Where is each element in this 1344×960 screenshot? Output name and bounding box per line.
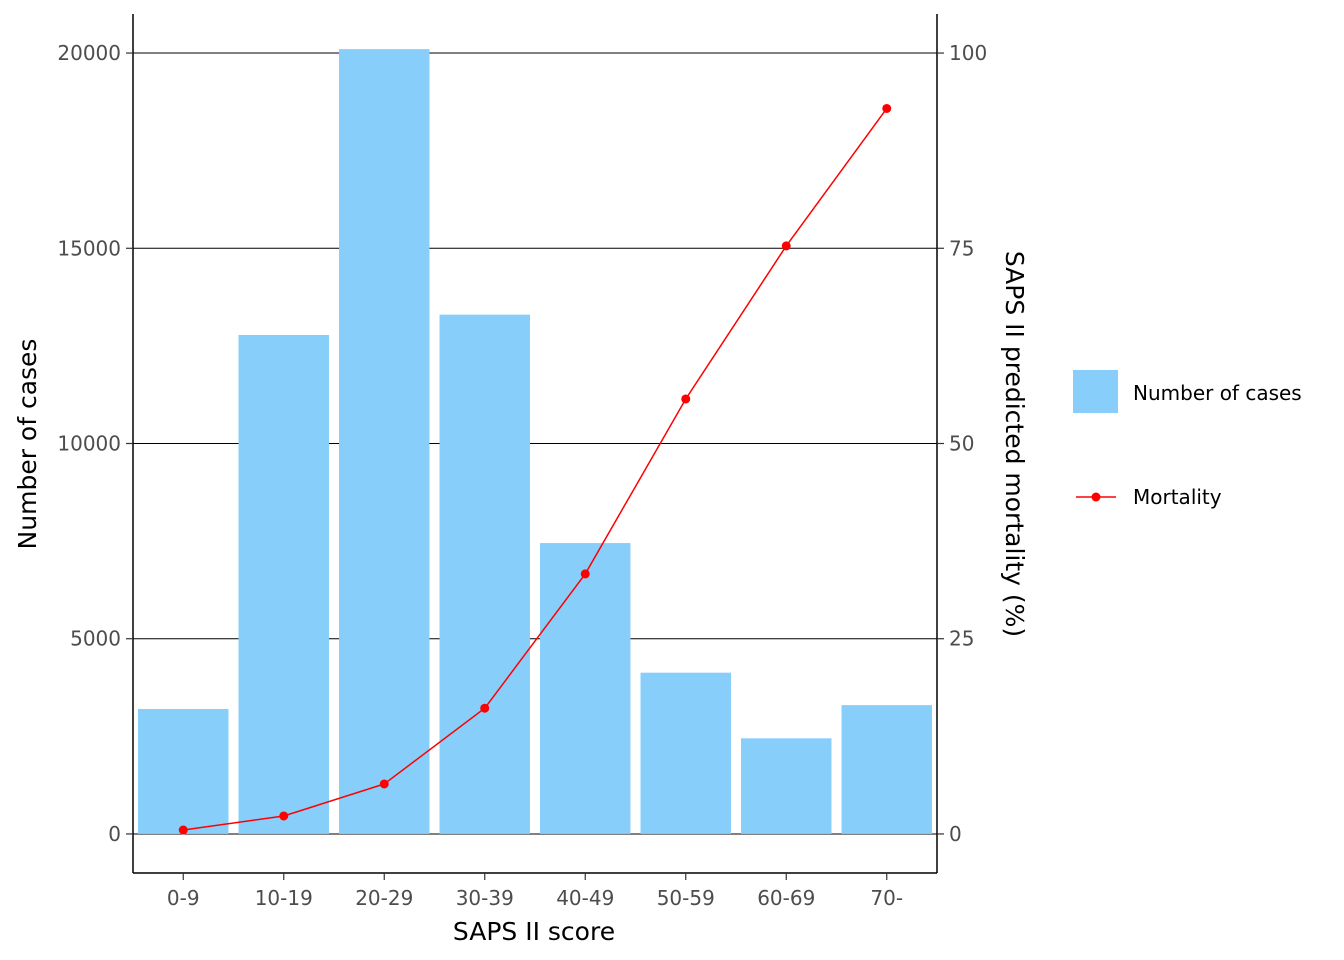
x-tick-label-20-29: 20-29	[355, 886, 413, 910]
bar-40-49	[540, 543, 631, 834]
x-tick-label-10-19: 10-19	[255, 886, 313, 910]
y-tick-label-left: 10000	[57, 432, 121, 456]
legend-label-number-of-cases: Number of cases	[1133, 381, 1302, 405]
bar-20-29	[339, 49, 430, 834]
legend-key-number-of-cases	[1073, 370, 1118, 413]
axes	[126, 14, 944, 880]
mortality-polyline	[183, 108, 888, 831]
x-axis-title: SAPS II score	[453, 917, 615, 946]
mortality-point-20-29	[379, 779, 389, 789]
y-tick-label-right: 75	[949, 236, 974, 260]
x-tick-label-30-39: 30-39	[456, 886, 514, 910]
bar-70-	[841, 705, 932, 834]
tick-labels: 0 5000 10000 15000 20000 0 25 50 75 100 0-9 10-19 20…	[57, 41, 987, 910]
bar-30-39	[439, 314, 530, 834]
y-tick-label-left: 0	[108, 822, 121, 846]
mortality-point-40-49	[580, 569, 590, 579]
bar-10-19	[238, 334, 329, 834]
mortality-point-0-9	[178, 825, 188, 835]
y-tick-label-right: 50	[949, 432, 974, 456]
x-tick-label-60-69: 60-69	[757, 886, 815, 910]
legend-label-mortality: Mortality	[1133, 485, 1222, 509]
mortality-line	[178, 103, 892, 835]
mortality-point-60-69	[781, 241, 791, 251]
y-tick-label-left: 15000	[57, 236, 121, 260]
y-axis-title-right: SAPS II predicted mortality (%)	[1000, 251, 1029, 637]
x-tick-label-40-49: 40-49	[556, 886, 614, 910]
y-tick-label-right: 100	[949, 41, 987, 65]
bars-number-of-cases	[138, 49, 932, 834]
y-tick-label-right: 0	[949, 822, 962, 846]
bar-50-59	[640, 672, 731, 834]
x-tick-label-0-9: 0-9	[167, 886, 200, 910]
x-tick-label-70-: 70-	[870, 886, 903, 910]
mortality-point-10-19	[279, 811, 289, 821]
x-tick-label-50-59: 50-59	[657, 886, 715, 910]
y-tick-label-right: 25	[949, 627, 974, 651]
y-tick-label-left: 20000	[57, 41, 121, 65]
bar-60-69	[741, 738, 832, 834]
y-tick-label-left: 5000	[70, 627, 121, 651]
mortality-point-30-39	[480, 703, 490, 713]
legend-key-mortality-point	[1091, 492, 1101, 502]
mortality-point-70-	[882, 103, 892, 113]
bar-0-9	[138, 709, 229, 834]
legend: Number of cases Mortality	[1073, 370, 1302, 509]
mortality-point-50-59	[681, 394, 691, 404]
y-axis-title-left: Number of cases	[13, 339, 42, 550]
